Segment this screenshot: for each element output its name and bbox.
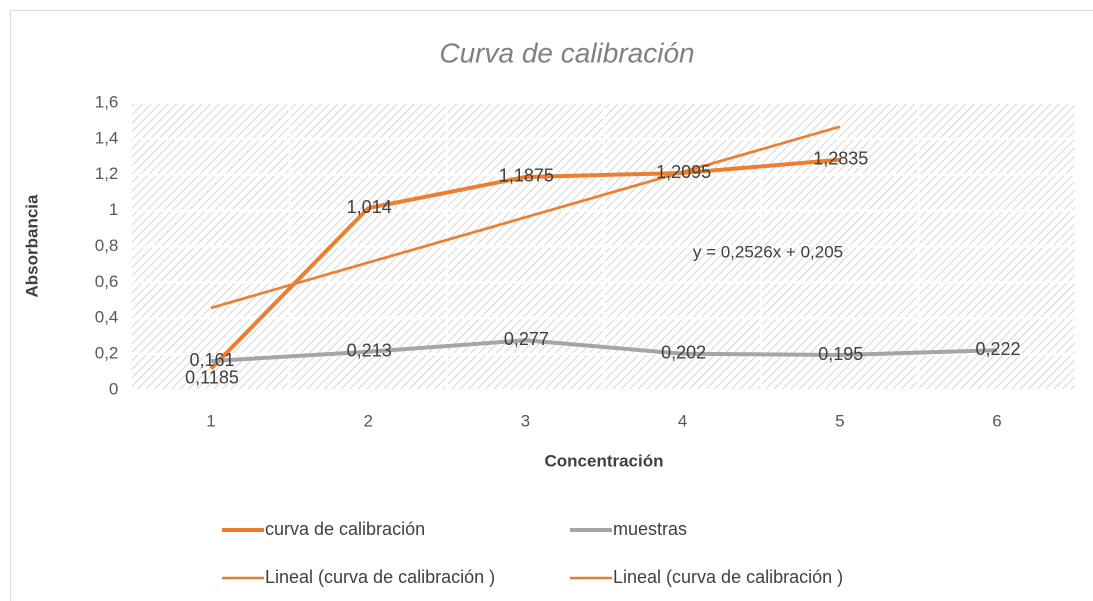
x-axis-label: Concentración [544, 451, 663, 470]
data-label: 0,161 [189, 350, 234, 370]
x-tick-label: 2 [363, 411, 372, 430]
y-tick-label: 0,4 [95, 308, 119, 327]
data-label: 0,213 [347, 341, 392, 361]
x-tick-label: 5 [835, 411, 844, 430]
data-label: 0,195 [818, 344, 863, 364]
x-tick-label: 6 [992, 411, 1001, 430]
legend-label: curva de calibración [265, 519, 425, 539]
data-label: 1,2095 [656, 162, 711, 182]
series-line [209, 157, 840, 371]
y-tick-label: 0,6 [95, 272, 119, 291]
legend-label: muestras [613, 519, 687, 539]
y-tick-label: 0,8 [95, 236, 119, 255]
y-tick-label: 0 [109, 379, 118, 398]
data-label: 1,014 [347, 197, 392, 217]
legend-label: Lineal (curva de calibración ) [265, 567, 495, 587]
y-tick-label: 1 [109, 200, 118, 219]
data-label: 0,1185 [185, 367, 239, 387]
y-tick-label: 0,2 [95, 344, 119, 363]
y-tick-label: 1,2 [95, 164, 119, 183]
data-label: 0,222 [975, 339, 1020, 359]
y-tick-label: 1,6 [95, 92, 119, 111]
legend-label: Lineal (curva de calibración ) [613, 567, 843, 587]
y-axis-label: Absorbancia [22, 194, 41, 298]
data-label: 1,2835 [813, 149, 868, 169]
data-label: 0,202 [661, 343, 706, 363]
y-tick-label: 1,4 [95, 128, 119, 147]
x-tick-label: 1 [206, 411, 215, 430]
chart-title: Curva de calibración [439, 37, 694, 68]
data-label: 0,277 [504, 329, 549, 349]
data-label: 1,1875 [499, 166, 554, 186]
trendline-equation: y = 0,2526x + 0,205 [693, 242, 843, 261]
trendline [210, 125, 841, 310]
x-tick-label: 4 [678, 411, 687, 430]
x-tick-label: 3 [521, 411, 530, 430]
series-line [210, 338, 998, 364]
